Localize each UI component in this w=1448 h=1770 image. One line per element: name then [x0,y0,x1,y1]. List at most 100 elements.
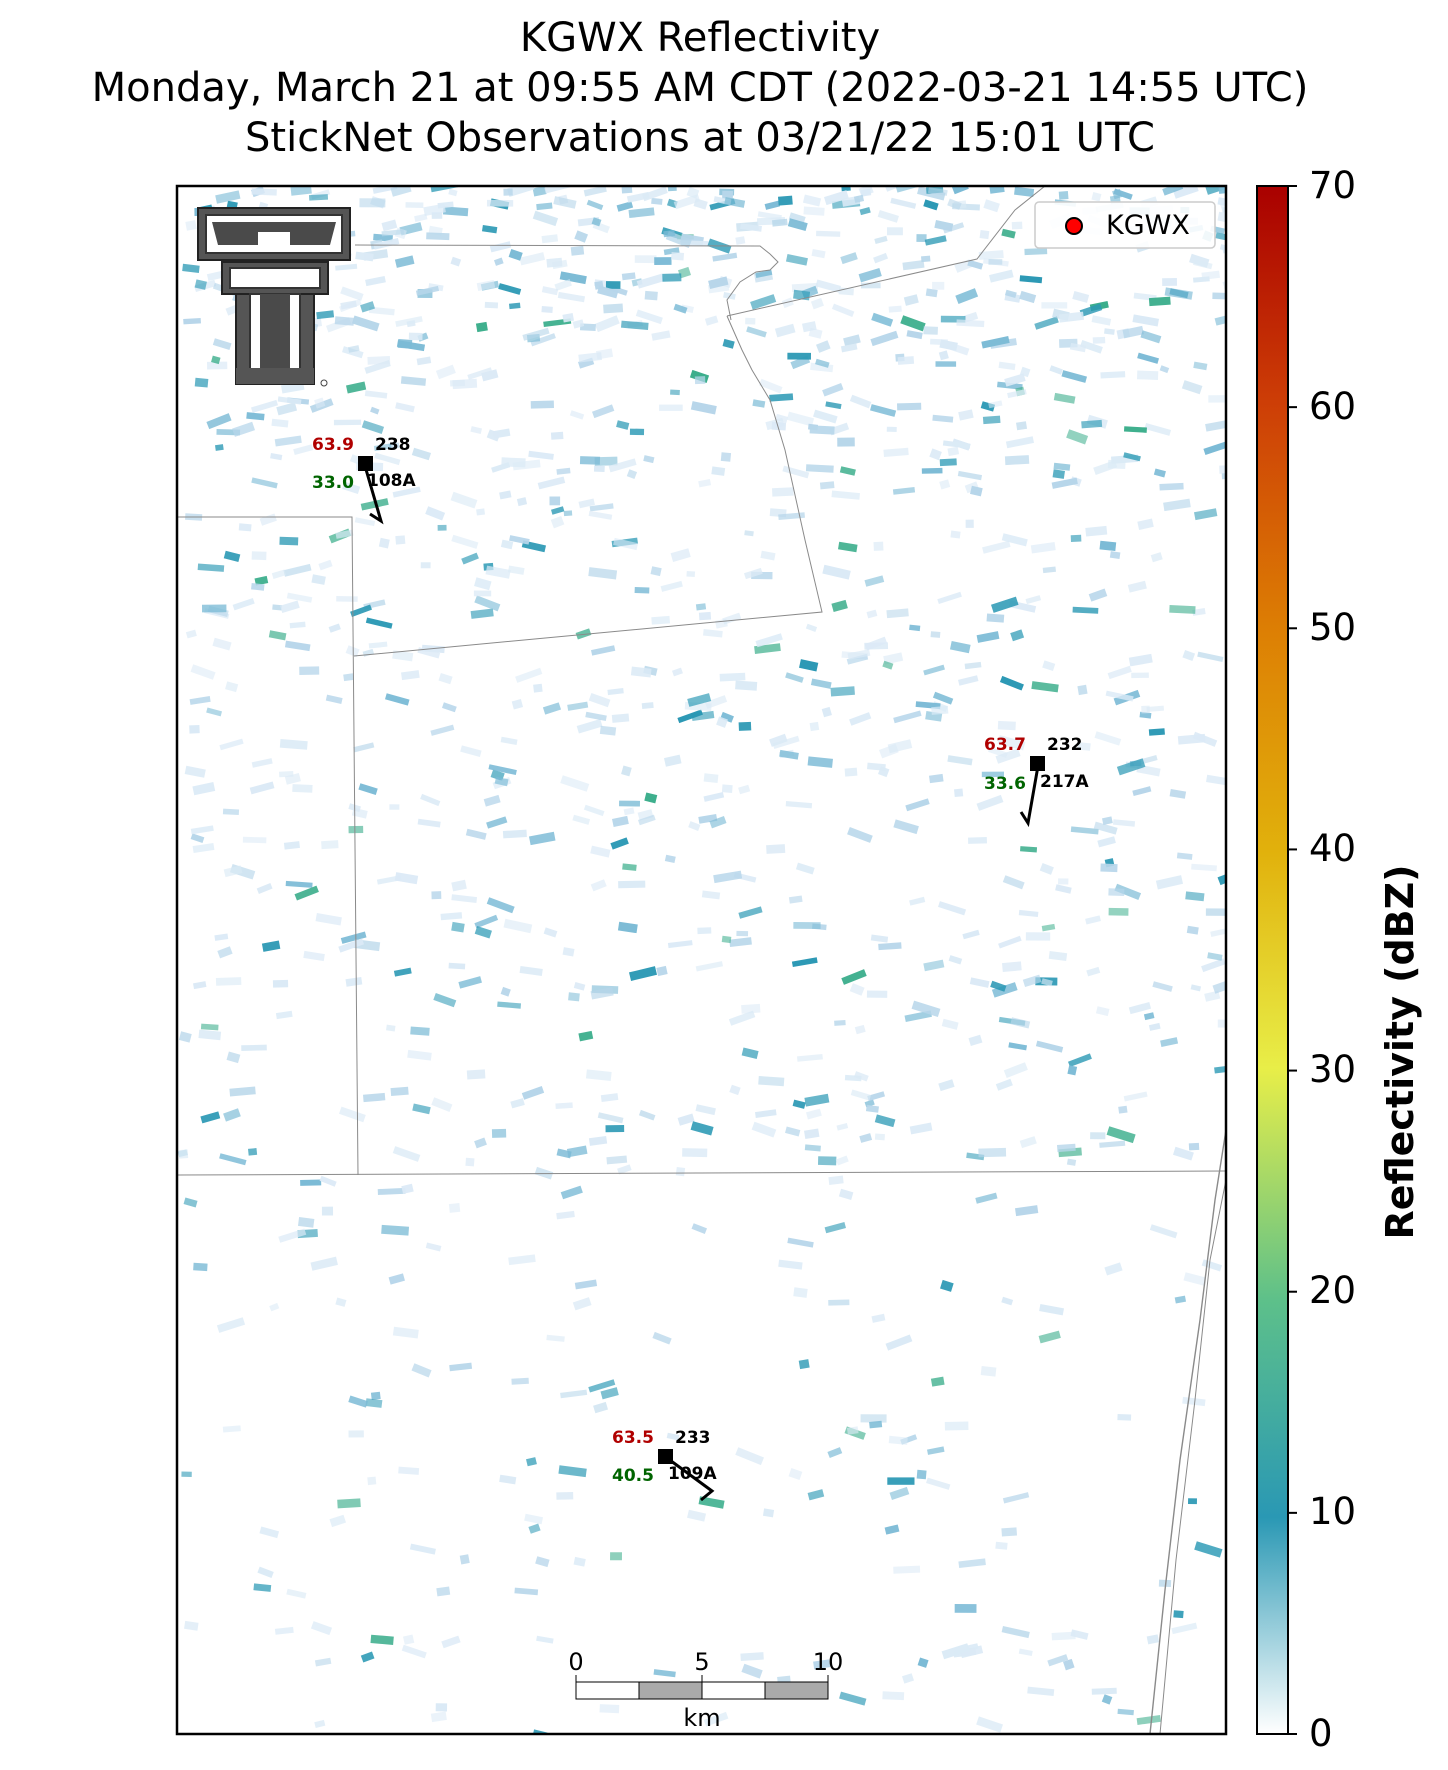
echo-pixel [840,252,858,265]
echo-pixel [831,303,855,317]
echo-pixel [944,1421,969,1431]
echo-pixel [804,1128,820,1139]
echo-pixel [1066,1158,1077,1166]
echo-pixel [1208,395,1225,403]
echo-pixel [368,306,395,316]
echo-pixel [593,1401,609,1414]
echo-pixel [929,773,944,784]
echo-pixel [998,935,1022,949]
echo-pixel [1027,1686,1055,1696]
echo-pixel [549,496,561,506]
echo-pixel [1116,758,1146,776]
echo-pixel [834,1019,846,1026]
echo-pixel [819,481,835,490]
echo-pixel [1148,296,1171,307]
echo-pixel [805,464,834,473]
echo-pixel [621,272,636,281]
echo-pixel [728,1010,756,1026]
echo-pixel [1146,705,1165,712]
echo-pixel [591,217,602,227]
echo-pixel [290,186,312,196]
echo-pixel [448,188,458,197]
echo-pixel [982,415,1001,425]
echo-pixel [675,1167,686,1177]
echo-pixel [931,705,949,715]
echo-pixel [484,301,499,309]
echo-pixel [311,574,326,585]
echo-pixel [1001,228,1016,239]
station-temp: 63.9 [312,435,354,455]
scale-tick-10: 10 [813,1648,844,1676]
echo-pixel [476,279,496,291]
echo-pixel [572,319,585,329]
echo-pixel [722,612,742,625]
echo-pixel [793,1287,808,1298]
station-id: 109A [668,1464,717,1484]
echo-pixel [392,650,414,662]
echo-pixel [651,197,663,205]
echo-pixel [906,330,923,340]
echo-pixel [1197,651,1224,663]
echo-pixel [831,599,848,612]
map-legend: KGWX [1034,201,1216,249]
echo-pixel [897,402,922,411]
echo-pixel [1127,580,1147,593]
echo-pixel [1155,875,1184,890]
echo-pixel [860,1414,887,1423]
echo-pixel [1182,650,1196,662]
echo-pixel [431,1097,453,1112]
echo-pixel [297,1217,315,1228]
echo-pixel [1123,452,1141,462]
echo-pixel [1140,330,1162,344]
echo-pixel [178,1031,192,1043]
echo-pixel [436,1586,451,1597]
echo-pixel [280,600,300,613]
echo-pixel [269,1302,280,1312]
echo-pixel [1210,928,1226,937]
echo-pixel [951,186,969,195]
echo-pixel [576,719,603,734]
echo-pixel [629,428,645,436]
echo-pixel [772,735,800,749]
echo-pixel [500,736,518,745]
echo-pixel [259,1526,280,1539]
echo-pixel [654,257,672,265]
echo-pixel [365,1398,383,1408]
county-boundary-west [177,516,359,1176]
echo-pixel [1099,1140,1126,1148]
echo-pixel [566,1145,588,1158]
echo-pixel [1067,1065,1078,1076]
echo-pixel [401,1644,427,1659]
echo-pixel [1162,186,1184,196]
echo-pixel [893,1565,921,1574]
echo-pixel [272,604,283,611]
echo-pixel [392,1146,421,1162]
echo-pixel [660,580,683,592]
echo-pixel [272,979,289,988]
reflectivity-echoes [177,186,1226,1734]
echo-pixel [216,1317,246,1333]
echo-pixel [1159,365,1170,374]
echo-pixel [486,816,508,829]
colorbar-tick-70: 70 [1309,164,1357,207]
echo-pixel [1011,221,1023,230]
echo-pixel [611,713,630,723]
echo-pixel [335,1297,347,1307]
echo-pixel [1077,742,1091,751]
echo-pixel [450,379,466,387]
echo-pixel [185,629,197,639]
state-boundary-east [1149,1129,1226,1734]
echo-pixel [1030,542,1056,554]
echo-pixel [474,595,501,612]
echo-pixel [573,1556,586,1567]
echo-pixel [976,1716,1003,1733]
echo-pixel [1068,1053,1092,1068]
echo-pixel [181,1471,192,1477]
echo-pixel [554,279,572,291]
echo-pixel [212,338,232,351]
echo-pixel [483,794,501,807]
echo-pixel [807,756,833,768]
echo-pixel [1091,192,1102,202]
echo-pixel [605,281,621,289]
echo-pixel [866,990,888,998]
